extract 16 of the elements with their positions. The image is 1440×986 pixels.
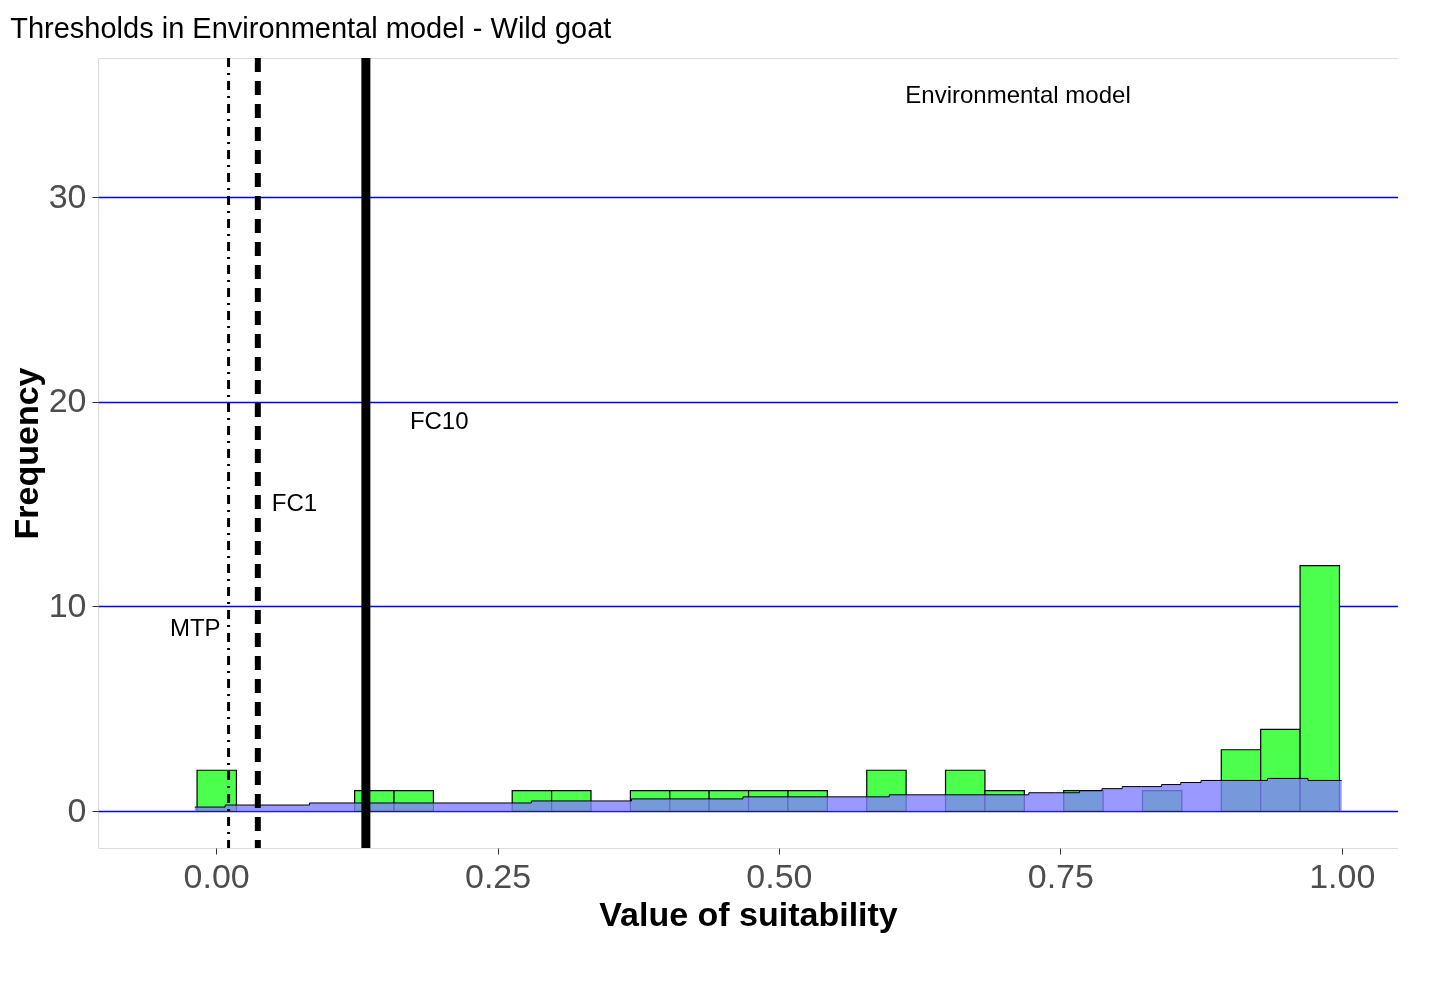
- y-tick-label: 20: [48, 381, 87, 420]
- y-tick-label: 0: [67, 790, 87, 829]
- ref-line-label: MTP: [169, 614, 221, 642]
- x-tick-label: 0.75: [1027, 856, 1094, 895]
- x-tick-label: 0.50: [746, 856, 813, 895]
- annotation: Environmental model: [905, 81, 1131, 108]
- x-tick-label: 0.00: [183, 856, 250, 895]
- ref-line-label: FC1: [271, 489, 318, 517]
- ref-line-label: FC10: [409, 407, 469, 435]
- y-tick-label: 10: [48, 586, 87, 624]
- x-tick-label: 0.25: [464, 856, 532, 895]
- chart-title: Thresholds in Environmental model - Wild goat: [10, 11, 612, 44]
- y-axis-title: Frequency: [6, 367, 45, 540]
- x-axis-title: Value of suitability: [599, 894, 898, 933]
- y-tick-label: 30: [48, 176, 87, 215]
- x-tick-label: 1.00: [1309, 856, 1376, 895]
